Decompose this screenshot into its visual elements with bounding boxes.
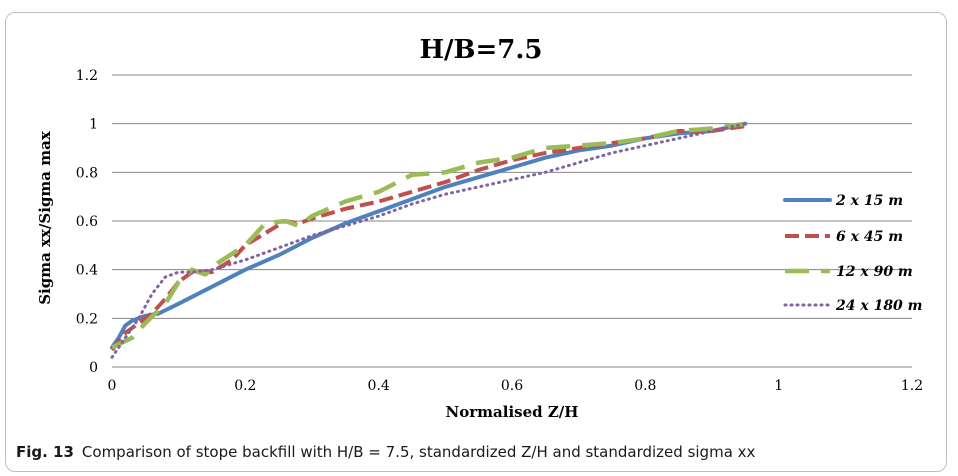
series-line-1: [110, 121, 748, 350]
legend-label: 6 x 45 m: [836, 229, 903, 245]
x-tick-label: 1: [774, 378, 783, 394]
x-tick-label: 0.4: [368, 378, 390, 394]
y-tick-label: 0.8: [76, 165, 98, 181]
legend-label: 2 x 15 m: [835, 193, 903, 209]
figure-caption: Fig. 13 Comparison of stope backfill with…: [16, 443, 946, 461]
series-line-4: [110, 122, 747, 359]
figure-frame: [5, 12, 947, 472]
legend-item: 12 x 90 m: [785, 264, 913, 280]
x-tick-label: 0.6: [501, 378, 523, 394]
y-tick-label: 0: [89, 360, 98, 376]
x-tick-labels: 0 0.2 0.4 0.6 0.8 1 1.2: [108, 378, 924, 394]
series-lines: [110, 121, 748, 359]
y-tick-label: 0.2: [76, 311, 98, 327]
legend-label: 12 x 90 m: [836, 264, 913, 280]
y-axis-label: Sigma xx/Sigma max: [36, 130, 54, 305]
y-tick-label: 1: [89, 117, 98, 133]
legend-item: 24 x 180 m: [783, 298, 923, 314]
grid-lines: [112, 74, 912, 319]
x-tick-label: 0.8: [634, 378, 656, 394]
x-tick-label: 0: [108, 378, 117, 394]
y-tick-label: 1.2: [76, 68, 98, 84]
caption-text: Comparison of stope backfill with H/B = …: [81, 443, 756, 461]
line-chart: H/B=7.5 0 0.2 0.4 0.6 0.8 1 1.2 0 0.2 0.4 0.6 0.8 1…: [36, 35, 924, 421]
legend: 2 x 15 m 6 x 45 m 12 x 90 m 24 x 180 m: [783, 193, 923, 314]
y-tick-label: 0.4: [76, 263, 98, 279]
chart-title: H/B=7.5: [419, 35, 542, 65]
legend-item: 2 x 15 m: [783, 193, 903, 209]
series-line-2: [110, 124, 746, 352]
legend-item: 6 x 45 m: [785, 229, 903, 245]
series-line-3: [111, 121, 746, 350]
x-tick-label: 1.2: [901, 378, 923, 394]
figure-number: Fig. 13: [16, 443, 74, 461]
x-tick-label: 0.2: [234, 378, 256, 394]
legend-label: 24 x 180 m: [835, 298, 923, 314]
y-tick-labels: 0 0.2 0.4 0.6 0.8 1 1.2: [76, 68, 98, 376]
x-axis-label: Normalised Z/H: [446, 403, 579, 421]
y-tick-label: 0.6: [76, 214, 98, 230]
